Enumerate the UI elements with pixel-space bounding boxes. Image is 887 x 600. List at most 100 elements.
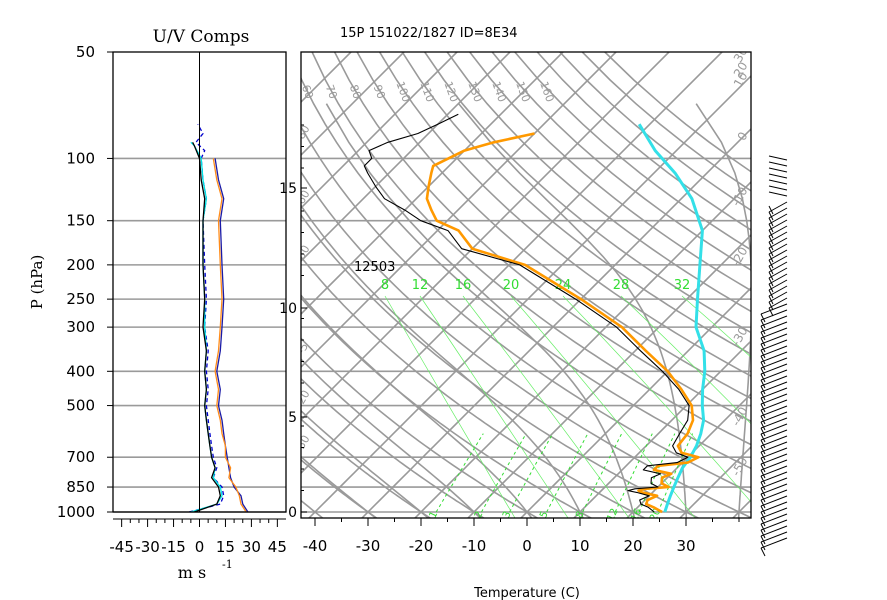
wind-barb (760, 387, 788, 399)
pressure-tick-100: 100 (66, 149, 95, 167)
dry-adiabat-label-40: 40 (251, 83, 268, 101)
wind-barb (760, 339, 788, 351)
left-adiabat-label: 50 (294, 243, 312, 262)
dry-adiabat-label-100: 100 (393, 80, 412, 104)
dry-adiabat-line (424, 52, 751, 334)
wind-barb-flag (760, 487, 766, 497)
mixing-ratio-label-1: 1 (428, 510, 441, 520)
wind-barb (760, 315, 788, 327)
wind-barb (760, 417, 788, 429)
wind-barb-flag (768, 289, 774, 299)
theta-e-line (462, 295, 630, 518)
wind-barb (760, 369, 788, 381)
theta-e-label-16: 16 (455, 278, 472, 293)
parcel-profile-line (637, 123, 707, 513)
wind-barb (760, 519, 788, 531)
temperature-tick-20: 20 (623, 537, 642, 555)
dry-adiabat-label-130: 130 (465, 80, 484, 104)
pressure-tick-850: 850 (66, 478, 95, 496)
theta-e-label-20: 20 (503, 278, 520, 293)
annotation-height: 12503 (354, 260, 395, 275)
uv-x-tick--15: -15 (161, 538, 186, 556)
dry-adiabat-line (301, 125, 751, 494)
wind-barb-flag (760, 535, 766, 545)
left-adiabat-label: 20 (294, 388, 312, 407)
isotherm-line (360, 127, 751, 518)
wind-barb-flag (760, 505, 766, 515)
wind-barb (760, 537, 788, 549)
moist-adiabat-line (325, 103, 636, 518)
wind-barb (760, 321, 788, 333)
wind-barb (760, 393, 788, 405)
wind-barb (760, 357, 788, 369)
uv-x-tick-labels: -45 -30 -15 0 15 30 45 (109, 518, 287, 556)
moist-adiabat-label-20: 20 (731, 60, 751, 80)
dry-adiabat-label-110: 110 (417, 80, 436, 104)
mixing-ratio-label-20: 20 (648, 507, 663, 523)
temperature-tick-0: 0 (522, 537, 532, 555)
wind-barb (760, 501, 788, 513)
height-tick-5: 5 (288, 410, 297, 426)
wind-barb (760, 303, 788, 315)
dry-adiabat-label-140: 140 (489, 80, 508, 104)
wind-barb (760, 345, 788, 357)
dry-adiabat-label-80: 80 (347, 83, 364, 101)
dry-adiabat-line (356, 52, 751, 400)
wind-barb (760, 435, 788, 447)
wind-barb-flag (768, 277, 774, 287)
wind-barb (768, 167, 788, 173)
wind-barb (768, 219, 788, 231)
moist-adiabat-line (301, 455, 377, 518)
isotherm-line (519, 286, 751, 518)
theta-e-line (620, 295, 751, 425)
wind-barb (768, 207, 788, 219)
mixing-ratio-line (657, 433, 694, 513)
uv-panel: U/V Comps 501001502002503004005007008501… (28, 27, 287, 582)
mixing-ratio-line (614, 433, 653, 513)
temperature-tick--30: -30 (356, 537, 381, 555)
wind-barb-flag (760, 523, 766, 533)
wind-barb-flag (760, 433, 766, 443)
wind-barb-flag (760, 517, 766, 527)
wind-barb-flag (760, 397, 766, 407)
moist-adiabat-line (301, 204, 584, 518)
pressure-tick-700: 700 (66, 448, 95, 466)
wind-barb-flag (760, 415, 766, 425)
wind-barb-flag (760, 313, 766, 323)
wind-barb-flag (768, 295, 774, 305)
height-tick-15: 15 (279, 181, 297, 197)
wind-barb (760, 477, 788, 489)
wind-barb-flag (760, 403, 766, 413)
wind-barb (768, 161, 788, 167)
mixing-ratio-label-5: 5 (538, 510, 551, 520)
isotherm-line (785, 52, 887, 520)
theta-e-label-32: 32 (674, 278, 691, 293)
pressure-tick-400: 400 (66, 362, 95, 380)
isotherm-line (678, 445, 751, 518)
left-adiabat-label: -5 (294, 341, 311, 357)
wind-barb-flag (760, 481, 766, 491)
mixing-ratio-label-2: 2 (473, 510, 486, 520)
wind-barb (760, 363, 788, 375)
uv-panel-title: U/V Comps (153, 27, 250, 47)
theta-e-line (419, 295, 569, 518)
wind-barb-flag (768, 247, 774, 257)
dry-adiabat-line (333, 52, 751, 423)
dry-adiabat-line (301, 170, 751, 518)
wind-barb (760, 489, 788, 501)
wind-barb (768, 285, 788, 297)
left-adiabat-label: 60 (294, 188, 312, 207)
dry-adiabat-line (446, 52, 751, 313)
wind-barb (760, 459, 788, 471)
pressure-tick-500: 500 (66, 397, 95, 415)
wind-barb (768, 261, 788, 273)
isotherm-line (301, 52, 670, 422)
left-adiabat-label: 50 (294, 433, 312, 452)
temperature-tick--40: -40 (303, 537, 328, 555)
dry-adiabat-label-70: 70 (323, 83, 340, 101)
wind-barb-flag (760, 325, 766, 335)
mixing-ratio-line (546, 433, 589, 513)
moist-adiabat-line (301, 358, 482, 518)
wind-barb-flag (760, 475, 766, 485)
